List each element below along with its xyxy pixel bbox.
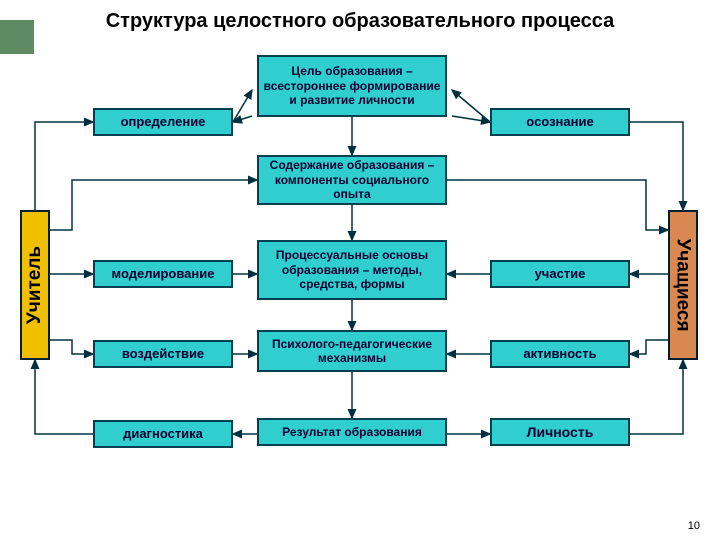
- slide-number: 10: [688, 520, 700, 532]
- box-psycho: Психолого-педагогические механизмы: [257, 330, 447, 372]
- box-modeling: моделирование: [93, 260, 233, 288]
- box-diagnostics: диагностика: [93, 420, 233, 448]
- vbar-students: Учащиеся: [668, 210, 698, 360]
- box-participation: участие: [490, 260, 630, 288]
- box-content: Содержание образования – компоненты соци…: [257, 155, 447, 205]
- box-result: Результат образования: [257, 418, 447, 446]
- box-definition: определение: [93, 108, 233, 136]
- vbar-teacher: Учитель: [20, 210, 50, 360]
- box-process: Процессуальные основы образования – мето…: [257, 240, 447, 300]
- box-influence: воздействие: [93, 340, 233, 368]
- diagram-title: Структура целостного образовательного пр…: [0, 10, 720, 33]
- vbar-label-teacher: Учитель: [24, 246, 46, 324]
- box-activity: активность: [490, 340, 630, 368]
- box-personality: Личность: [490, 418, 630, 446]
- box-awareness: осознание: [490, 108, 630, 136]
- box-goal: Цель образования – всестороннее формиров…: [257, 55, 447, 117]
- vbar-label-students: Учащиеся: [672, 238, 694, 331]
